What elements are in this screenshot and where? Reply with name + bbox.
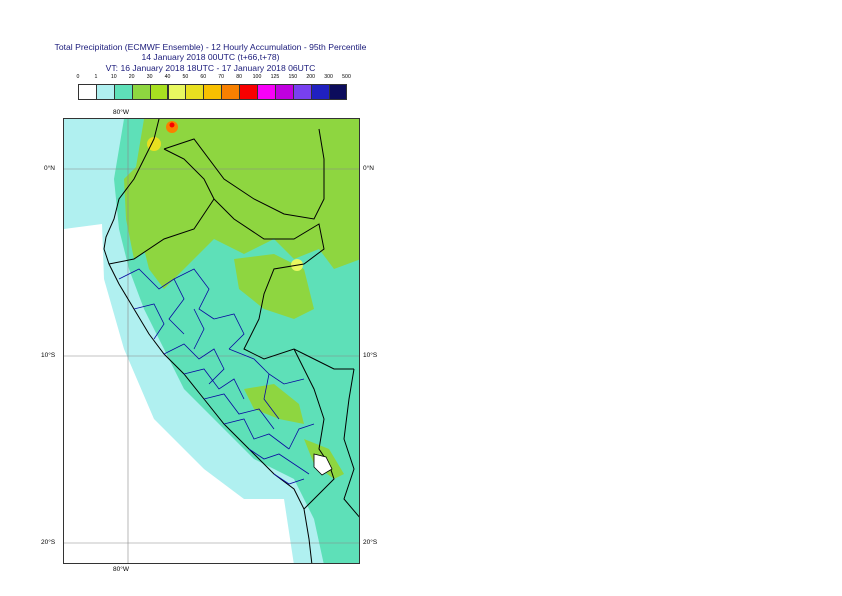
legend-swatch <box>292 84 312 100</box>
lat-label-right-10s: 10°S <box>363 352 378 359</box>
legend-label: 500 <box>342 74 351 80</box>
lon-label-top-outer: 80°W <box>113 109 129 116</box>
legend-label: 200 <box>306 74 316 80</box>
field-green-coast <box>124 159 154 259</box>
border-brazil-peru <box>213 198 354 370</box>
legend-swatch <box>328 84 348 100</box>
lat-label-right-20s: 20°S <box>363 539 378 546</box>
border-colombia <box>163 128 325 220</box>
map-canvas <box>64 119 359 563</box>
legend-label: 20 <box>128 74 135 80</box>
legend-label: 50 <box>182 74 189 80</box>
legend-label: 100 <box>252 74 262 80</box>
title-line-1: Total Precipitation (ECMWF Ensemble) - 1… <box>54 42 367 52</box>
legend-label: 125 <box>270 74 280 80</box>
legend-swatch <box>257 84 276 100</box>
precipitation-map: 80°W <box>63 118 360 564</box>
lon-label-bottom: 80°W <box>113 566 129 573</box>
legend-label: 1 <box>94 74 98 80</box>
legend-label: 300 <box>324 74 333 80</box>
legend-label: 60 <box>200 74 207 80</box>
legend-swatch <box>95 84 115 100</box>
field-green-north <box>134 119 359 289</box>
legend-swatch <box>310 84 330 100</box>
legend-label: 10 <box>110 74 117 80</box>
legend-swatch <box>167 84 187 100</box>
legend-swatch <box>113 84 133 100</box>
legend-label: 40 <box>164 74 171 80</box>
legend-label: 30 <box>146 74 153 80</box>
lat-label-left-10s: 10°S <box>41 352 56 359</box>
legend-swatch <box>149 84 169 100</box>
legend-label: 150 <box>288 74 298 80</box>
legend-label: 70 <box>218 74 225 80</box>
lake-titicaca <box>313 453 333 476</box>
title-line-3: VT: 16 January 2018 18UTC - 17 January 2… <box>105 62 316 73</box>
legend-swatch <box>239 84 258 100</box>
legend-swatch <box>78 84 97 100</box>
border-ecuador-peru <box>108 148 215 265</box>
field-green-patch-1 <box>234 254 314 319</box>
field-yellow-spot-2 <box>147 137 161 151</box>
field-red-spot <box>169 122 175 128</box>
field-dry-ocean <box>64 224 294 563</box>
legend-swatch <box>221 84 241 100</box>
legend-label: 0 <box>76 74 80 80</box>
legend-swatch <box>131 84 151 100</box>
field-green-patch-2 <box>244 384 304 424</box>
lat-label-left-20s: 20°S <box>41 539 56 546</box>
lat-label-right-0n: 0°N <box>363 165 374 172</box>
legend-swatch <box>185 84 205 100</box>
regional-boundaries <box>118 268 315 485</box>
map-title: Total Precipitation (ECMWF Ensemble) - 1… <box>38 42 383 73</box>
border-bolivia-east <box>343 368 359 518</box>
title-line-2: 14 January 2018 00UTC (t+66,t+78) <box>141 52 280 63</box>
legend-swatch <box>274 84 294 100</box>
legend-swatch <box>203 84 223 100</box>
lat-label-left-0n: 0°N <box>44 165 55 172</box>
legend-label: 80 <box>236 74 242 80</box>
coastline <box>103 119 313 563</box>
